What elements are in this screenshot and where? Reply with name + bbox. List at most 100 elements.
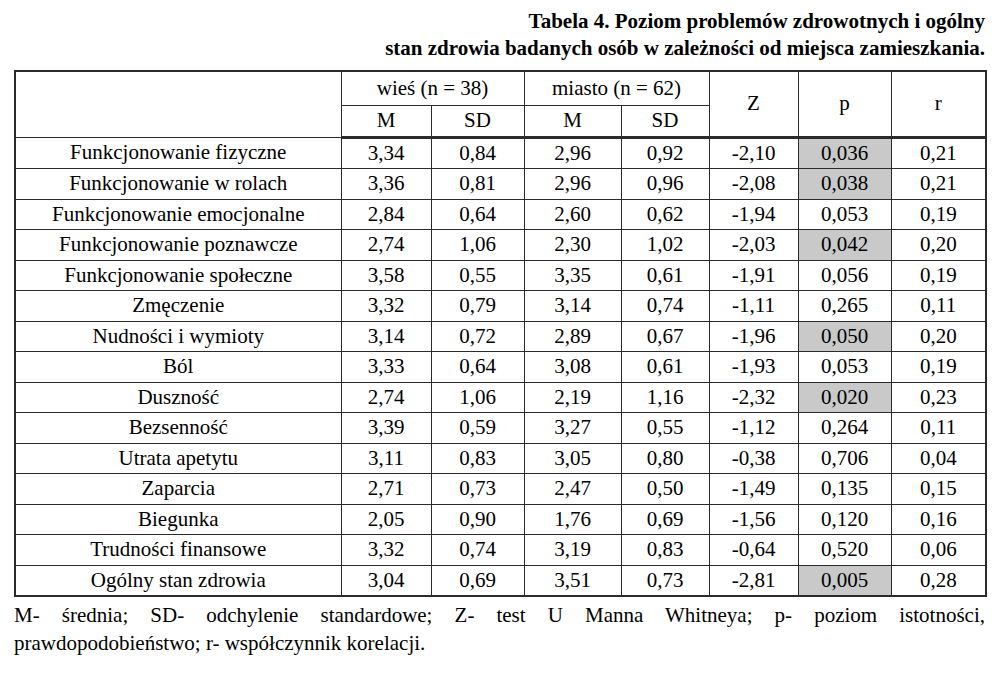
cell-wies-sd: 0,64	[431, 352, 524, 383]
cell-wies-m: 3,32	[341, 291, 431, 322]
cell-z: -1,11	[709, 291, 798, 322]
cell-miasto-m: 2,19	[524, 382, 621, 413]
cell-miasto-sd: 0,92	[621, 137, 709, 169]
cell-miasto-m: 2,47	[524, 474, 621, 505]
cell-p: 0,053	[798, 199, 891, 230]
cell-miasto-m: 2,96	[524, 137, 621, 169]
row-label: Duszność	[15, 382, 341, 413]
cell-p: 0,264	[798, 413, 891, 444]
cell-p: 0,038	[798, 169, 891, 200]
cell-miasto-m: 1,76	[524, 504, 621, 535]
table-row: Funkcjonowanie fizyczne3,340,842,960,92-…	[15, 137, 986, 169]
cell-wies-sd: 0,55	[431, 260, 524, 291]
cell-miasto-sd: 0,67	[621, 321, 709, 352]
cell-p: 0,005	[798, 565, 891, 596]
row-label: Funkcjonowanie fizyczne	[15, 137, 341, 169]
cell-miasto-m: 3,35	[524, 260, 621, 291]
cell-miasto-m: 3,14	[524, 291, 621, 322]
table-body: Funkcjonowanie fizyczne3,340,842,960,92-…	[15, 137, 986, 596]
cell-miasto-sd: 0,61	[621, 352, 709, 383]
cell-z: -2,32	[709, 382, 798, 413]
table-row: Ból3,330,643,080,61-1,930,0530,19	[15, 352, 986, 383]
header-empty-cell	[15, 71, 341, 138]
cell-z: -1,56	[709, 504, 798, 535]
cell-wies-m: 2,71	[341, 474, 431, 505]
table-row: Ogólny stan zdrowia3,040,693,510,73-2,81…	[15, 565, 986, 596]
table-row: Funkcjonowanie poznawcze2,741,062,301,02…	[15, 230, 986, 261]
header-z: Z	[709, 71, 798, 138]
cell-p: 0,135	[798, 474, 891, 505]
row-label: Biegunka	[15, 504, 341, 535]
cell-miasto-sd: 0,55	[621, 413, 709, 444]
cell-z: -2,10	[709, 137, 798, 169]
table-caption-line1: Tabela 4. Poziom problemów zdrowotnych i…	[14, 8, 985, 35]
header-p: p	[798, 71, 891, 138]
cell-wies-sd: 0,72	[431, 321, 524, 352]
table-row: Funkcjonowanie emocjonalne2,840,642,600,…	[15, 199, 986, 230]
row-label: Ogólny stan zdrowia	[15, 565, 341, 596]
table-caption: Tabela 4. Poziom problemów zdrowotnych i…	[14, 8, 985, 63]
table-footnote: M- średnia; SD- odchylenie standardowe; …	[14, 602, 985, 657]
table-header: wieś (n = 38) miasto (n = 62) Z p r M SD…	[15, 71, 986, 138]
table-row: Zmęczenie3,320,793,140,74-1,110,2650,11	[15, 291, 986, 322]
cell-r: 0,19	[891, 260, 986, 291]
cell-z: -0,64	[709, 535, 798, 566]
cell-miasto-m: 3,27	[524, 413, 621, 444]
cell-z: -1,91	[709, 260, 798, 291]
row-label: Trudności finansowe	[15, 535, 341, 566]
header-group-miasto: miasto (n = 62)	[524, 71, 709, 106]
cell-p: 0,265	[798, 291, 891, 322]
row-label: Nudności i wymioty	[15, 321, 341, 352]
cell-miasto-m: 3,05	[524, 443, 621, 474]
cell-r: 0,20	[891, 321, 986, 352]
cell-miasto-m: 2,96	[524, 169, 621, 200]
cell-wies-m: 2,74	[341, 382, 431, 413]
cell-miasto-sd: 0,74	[621, 291, 709, 322]
cell-wies-sd: 0,83	[431, 443, 524, 474]
cell-wies-m: 3,34	[341, 137, 431, 169]
table-row: Funkcjonowanie społeczne3,580,553,350,61…	[15, 260, 986, 291]
cell-r: 0,15	[891, 474, 986, 505]
cell-p: 0,036	[798, 137, 891, 169]
cell-wies-sd: 0,81	[431, 169, 524, 200]
table-row: Bezsenność3,390,593,270,55-1,120,2640,11	[15, 413, 986, 444]
cell-z: -1,94	[709, 199, 798, 230]
cell-miasto-m: 2,89	[524, 321, 621, 352]
cell-wies-sd: 0,74	[431, 535, 524, 566]
cell-miasto-m: 2,30	[524, 230, 621, 261]
cell-wies-m: 3,04	[341, 565, 431, 596]
cell-miasto-m: 3,08	[524, 352, 621, 383]
header-group-wies: wieś (n = 38)	[341, 71, 524, 106]
row-label: Ból	[15, 352, 341, 383]
cell-r: 0,21	[891, 137, 986, 169]
cell-r: 0,21	[891, 169, 986, 200]
header-miasto-sd: SD	[621, 105, 709, 137]
table-caption-line2: stan zdrowia badanych osób w zależności …	[14, 35, 985, 62]
cell-wies-m: 3,14	[341, 321, 431, 352]
header-wies-m: M	[341, 105, 431, 137]
row-label: Funkcjonowanie emocjonalne	[15, 199, 341, 230]
cell-p: 0,056	[798, 260, 891, 291]
cell-wies-sd: 0,69	[431, 565, 524, 596]
cell-wies-sd: 0,73	[431, 474, 524, 505]
cell-z: -2,03	[709, 230, 798, 261]
cell-z: -1,12	[709, 413, 798, 444]
cell-wies-sd: 0,79	[431, 291, 524, 322]
cell-r: 0,04	[891, 443, 986, 474]
cell-miasto-sd: 1,16	[621, 382, 709, 413]
cell-z: -2,08	[709, 169, 798, 200]
footnote-line2: prawdopodobieństwo; r- współczynnik kore…	[14, 630, 985, 658]
cell-r: 0,28	[891, 565, 986, 596]
cell-miasto-sd: 0,61	[621, 260, 709, 291]
cell-wies-sd: 0,59	[431, 413, 524, 444]
cell-z: -1,96	[709, 321, 798, 352]
cell-wies-m: 3,58	[341, 260, 431, 291]
table-row: Biegunka2,050,901,760,69-1,560,1200,16	[15, 504, 986, 535]
cell-miasto-sd: 0,73	[621, 565, 709, 596]
table-row: Trudności finansowe3,320,743,190,83-0,64…	[15, 535, 986, 566]
cell-wies-m: 2,84	[341, 199, 431, 230]
cell-z: -1,93	[709, 352, 798, 383]
row-label: Funkcjonowanie w rolach	[15, 169, 341, 200]
cell-miasto-sd: 0,80	[621, 443, 709, 474]
cell-wies-m: 2,05	[341, 504, 431, 535]
